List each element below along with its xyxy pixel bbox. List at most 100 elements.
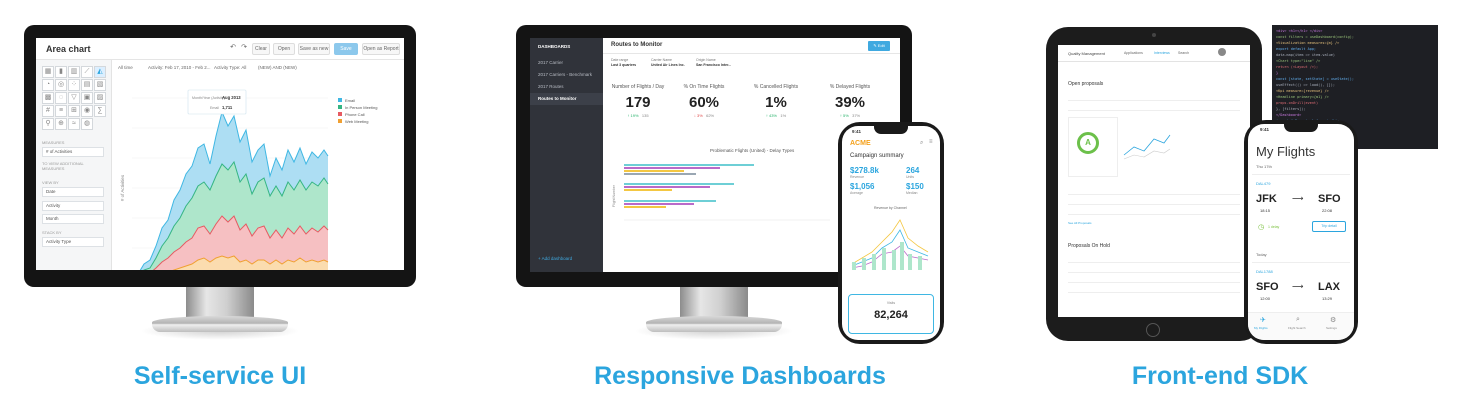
search-icon[interactable]: ⌕ <box>1296 316 1300 323</box>
tab-interviews[interactable]: Interviews <box>1154 51 1170 55</box>
filter-origin[interactable]: Origin Name San Francisco Inter... <box>696 58 731 68</box>
plane-icon[interactable]: ✈ <box>1260 317 1266 324</box>
tab-applications[interactable]: Applications <box>1124 51 1143 55</box>
legend-meeting[interactable]: In Person Meeting <box>345 105 377 110</box>
table-row[interactable] <box>1068 263 1240 273</box>
trip-detail-button[interactable]: Trip detail <box>1312 221 1346 232</box>
flight-card-2[interactable]: DAL1788 SFO ⟶ LAX 12:00 13:29 <box>1252 262 1350 310</box>
stack-by-field[interactable]: Activity Type <box>42 237 104 247</box>
table-row[interactable] <box>1068 253 1240 263</box>
tablet-camera <box>1152 33 1156 37</box>
combo-chart-icon[interactable]: ▤ <box>81 79 93 91</box>
avatar[interactable] <box>1218 48 1226 56</box>
filter-all-time[interactable]: All time <box>118 65 133 70</box>
headline-icon[interactable]: # <box>42 105 54 117</box>
undo-icon[interactable]: ↶ <box>230 44 236 51</box>
list-item[interactable] <box>1068 101 1240 111</box>
add-dashboard-link[interactable]: + Add dashboard <box>538 256 573 261</box>
heatmap-icon[interactable]: ▩ <box>42 92 54 104</box>
metric-value: $1,056 <box>850 182 875 191</box>
area-chart-icon[interactable]: ◭ <box>94 66 106 78</box>
treemap-icon[interactable]: ▣ <box>81 92 93 104</box>
world-map-icon[interactable]: ◍ <box>81 118 93 130</box>
clear-button[interactable]: Clear <box>252 43 270 55</box>
column-chart-icon[interactable]: ▥ <box>68 66 80 78</box>
tooltip-value: 1,711 <box>222 105 233 110</box>
view-by-activity-select[interactable]: Activity <box>42 201 104 211</box>
xirr-icon[interactable]: ∑ <box>94 105 106 117</box>
nav-item-2017-carrier[interactable]: 2017 Carrier <box>538 60 564 65</box>
nav-item-carriers-benchmark[interactable]: 2017 Carriers - Benchmark <box>538 72 593 77</box>
sankey-icon[interactable]: ≈ <box>68 118 80 130</box>
stacked-bar-icon[interactable]: ▧ <box>94 79 106 91</box>
measure-field[interactable]: # of Activities <box>42 147 104 157</box>
waterfall-icon[interactable]: ▨ <box>94 92 106 104</box>
visits-card[interactable]: Visits 82,264 <box>848 294 934 334</box>
bubble-icon[interactable]: ◌ <box>55 92 67 104</box>
line-chart-icon[interactable]: ⟋ <box>81 66 93 78</box>
table-row[interactable] <box>1068 283 1240 293</box>
kpi-change: ↓ 3% 62% <box>664 113 744 118</box>
tab-settings[interactable]: Settings <box>1326 326 1337 330</box>
donut-chart-icon[interactable]: ◎ <box>55 79 67 91</box>
flight-date-2: Today <box>1256 252 1267 257</box>
legend-swatch-phone <box>338 112 342 116</box>
see-all-link[interactable]: See All Proposals <box>1068 221 1092 225</box>
save-button[interactable]: Save <box>334 43 358 55</box>
caption-dashboards: Responsive Dashboards <box>594 362 886 390</box>
search-icon[interactable]: ⌕ <box>920 140 924 146</box>
filter-activity-date[interactable]: Activity: Feb 17, 2010 - Feb 2... <box>148 65 211 70</box>
list-item[interactable] <box>1068 91 1240 101</box>
kpi-change: ↑ 19% 135 <box>598 113 678 118</box>
table-icon[interactable]: ▦ <box>42 66 54 78</box>
table-row[interactable] <box>1068 195 1240 205</box>
redo-icon[interactable]: ↷ <box>241 44 247 51</box>
stack-by-field-label: Activity Type <box>46 239 72 244</box>
filter-date-range[interactable]: Date range Last 3 quarters <box>611 58 636 68</box>
home-button[interactable] <box>1146 323 1160 337</box>
bar-chart-icon[interactable]: ▮ <box>55 66 67 78</box>
tab-search[interactable]: Search <box>1178 51 1190 55</box>
open-button[interactable]: Open <box>273 43 295 55</box>
filter-activity-type[interactable]: Activity Type: All <box>214 65 247 70</box>
flight-card-1[interactable]: DAL479 JFK ⟶ SFO 18:15 22:08 ◷ 1 delay T… <box>1252 174 1350 244</box>
kpi-change: ↑ 43% 1% <box>736 113 816 118</box>
nav-item-2017-routes[interactable]: 2017 Routes <box>538 84 564 89</box>
kpi-value: 60% <box>688 94 720 111</box>
legend-email[interactable]: Email <box>345 98 355 103</box>
filter-carrier[interactable]: Carrier Name United Air Lines Inc. <box>651 58 685 68</box>
scatter-icon[interactable]: ⁘ <box>68 79 80 91</box>
pie-chart-icon[interactable]: ◔ <box>42 79 54 91</box>
legend-web[interactable]: Web Meeting <box>345 119 369 124</box>
table-row[interactable] <box>1068 185 1240 195</box>
view-by-activity-label: Activity <box>46 203 61 208</box>
dashboard-nav: DASHBOARDS 2017 Carrier 2017 Carriers - … <box>530 38 603 272</box>
pushpin-icon[interactable]: ⚲ <box>42 118 54 130</box>
score-value: A <box>1085 138 1091 147</box>
filter-attribute[interactable]: (NEW) AND (NEW) <box>258 65 297 70</box>
area-chart-toolbar: Area chart ↶ ↷ Clear Open Save as new Sa… <box>36 38 404 60</box>
geo-icon[interactable]: ◉ <box>81 105 93 117</box>
tab-my-flights[interactable]: My Flights <box>1254 326 1268 330</box>
caption-self-service: Self-service UI <box>133 362 307 390</box>
table-row[interactable] <box>1068 273 1240 283</box>
kpi-prev-value: 135 <box>641 113 649 118</box>
kpi-change-value: ↑ 43% <box>765 113 777 118</box>
edit-button[interactable]: ✎ Edit <box>868 41 890 51</box>
group-by-select[interactable]: Month <box>42 214 104 224</box>
funnel-icon[interactable]: ▽ <box>68 92 80 104</box>
measure-field-label: # of Activities <box>46 149 73 154</box>
save-as-new-button[interactable]: Save as new <box>298 43 330 55</box>
table-row[interactable] <box>1068 205 1240 215</box>
map-icon[interactable]: ⊕ <box>55 118 67 130</box>
nav-item-routes-to-monitor[interactable]: Routes to Monitor <box>530 93 603 105</box>
open-as-report-button[interactable]: Open as Report <box>362 43 400 55</box>
view-by-field[interactable]: Date <box>42 187 104 197</box>
legend-phone[interactable]: Phone Call <box>345 112 365 117</box>
menu-icon[interactable]: ≡ <box>929 139 933 145</box>
pivot-icon[interactable]: ⊞ <box>68 105 80 117</box>
gear-icon[interactable]: ⚙ <box>1330 317 1337 324</box>
bullet-icon[interactable]: ≡ <box>55 105 67 117</box>
tab-flight-search[interactable]: Flight Search <box>1288 326 1306 330</box>
kpi-label: Number of Flights / Day <box>611 84 665 90</box>
